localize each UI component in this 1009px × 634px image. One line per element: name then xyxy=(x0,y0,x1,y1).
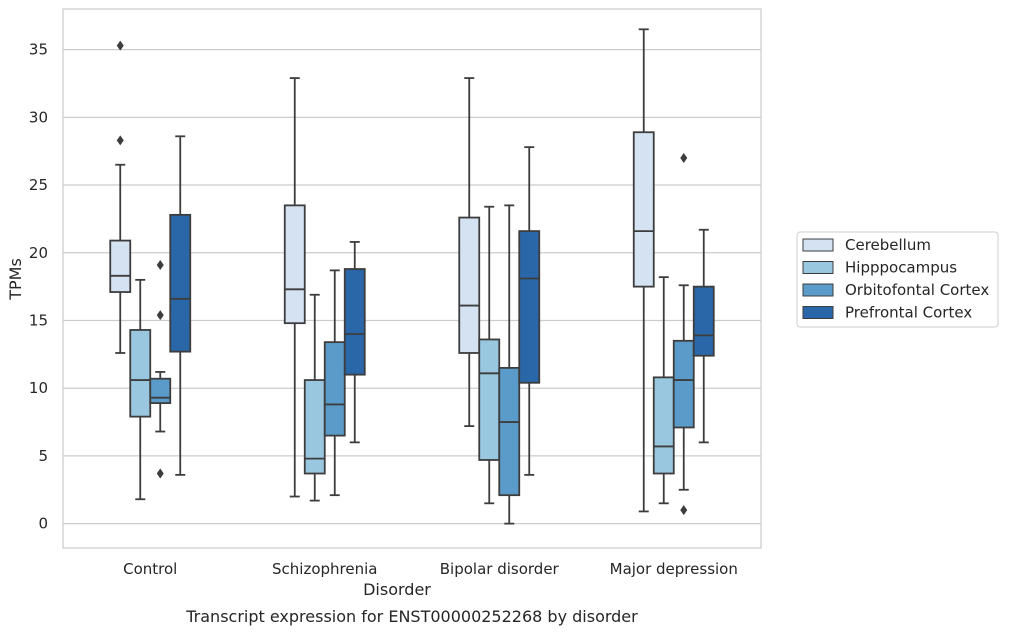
legend-swatch xyxy=(802,238,834,252)
legend-item: Hipppocampus xyxy=(802,259,957,277)
box-iqr xyxy=(169,213,192,353)
legend-item: Orbitofontal Cortex xyxy=(802,281,989,299)
series-prefrontal-cortex xyxy=(169,135,715,476)
legend-label: Cerebellum xyxy=(845,236,931,254)
box xyxy=(343,241,366,444)
box xyxy=(283,77,306,498)
box-iqr xyxy=(632,131,655,288)
box-series xyxy=(109,28,715,525)
outlier-point xyxy=(156,310,164,321)
outlier-point xyxy=(116,135,124,146)
box-iqr xyxy=(323,341,346,437)
y-tick-label: 35 xyxy=(29,41,48,59)
x-tick-label: Bipolar disorder xyxy=(440,560,560,578)
outlier-point xyxy=(680,505,688,516)
box xyxy=(109,40,132,354)
y-axis-title: TPMs xyxy=(6,258,25,301)
y-tick-label: 15 xyxy=(29,311,48,329)
box xyxy=(129,278,152,501)
legend-item: Cerebellum xyxy=(802,236,931,254)
box xyxy=(672,152,695,516)
legend-swatch xyxy=(802,306,834,319)
legend-item: Prefrontal Cortex xyxy=(802,304,972,322)
legend: Cerebellum Hipppocampus Orbitofontal Corte… xyxy=(796,231,999,328)
box xyxy=(652,276,675,505)
box-iqr xyxy=(458,216,481,354)
box xyxy=(498,204,521,525)
box-iqr xyxy=(672,339,695,429)
box-iqr xyxy=(498,366,521,497)
box-iqr xyxy=(149,377,172,404)
box-iqr xyxy=(652,376,675,475)
legend-label: Hipppocampus xyxy=(845,259,957,277)
box-iqr xyxy=(283,204,306,325)
box xyxy=(458,77,481,428)
box xyxy=(518,146,541,476)
series-cerebellum xyxy=(109,28,655,513)
y-tick-label: 30 xyxy=(29,108,48,126)
y-tick-label: 5 xyxy=(38,447,48,465)
plot-area-frame xyxy=(62,8,762,549)
box-iqr xyxy=(478,338,501,461)
legend-swatch xyxy=(802,283,834,297)
outlier-point xyxy=(116,40,124,51)
figure-caption: Transcript expression for ENST0000025226… xyxy=(185,607,638,626)
box-iqr xyxy=(343,268,366,376)
outlier-point xyxy=(680,152,688,163)
y-tick-label: 25 xyxy=(29,176,48,194)
series-hipppocampus xyxy=(129,205,675,505)
legend-label: Prefrontal Cortex xyxy=(845,304,972,322)
x-axis-title: Disorder xyxy=(363,580,431,599)
box-iqr xyxy=(109,239,132,293)
series-orbitofontal-cortex xyxy=(149,152,695,525)
box xyxy=(692,228,715,444)
box-iqr xyxy=(518,230,541,384)
x-tick-label: Control xyxy=(123,560,177,578)
x-tick-label: Schizophrenia xyxy=(272,560,377,578)
x-tick-labels: Control Schizophrenia Bipolar disorder Majo… xyxy=(123,560,738,578)
box xyxy=(478,205,501,505)
legend-swatch xyxy=(802,261,834,274)
box xyxy=(323,269,346,497)
box xyxy=(632,28,655,513)
y-tick-label: 0 xyxy=(38,515,48,533)
y-tick-label: 20 xyxy=(29,244,48,262)
box xyxy=(149,259,172,479)
x-tick-label: Major depression xyxy=(610,560,738,578)
box-iqr xyxy=(129,329,152,418)
y-tick-label: 10 xyxy=(29,379,48,397)
legend-label: Orbitofontal Cortex xyxy=(845,281,989,299)
legend-frame xyxy=(796,231,999,328)
box xyxy=(169,135,192,476)
box-iqr xyxy=(692,285,715,357)
y-tick-labels: 0 5 10 15 20 25 30 35 xyxy=(29,41,48,533)
outlier-point xyxy=(156,259,164,270)
outlier-point xyxy=(156,468,164,479)
